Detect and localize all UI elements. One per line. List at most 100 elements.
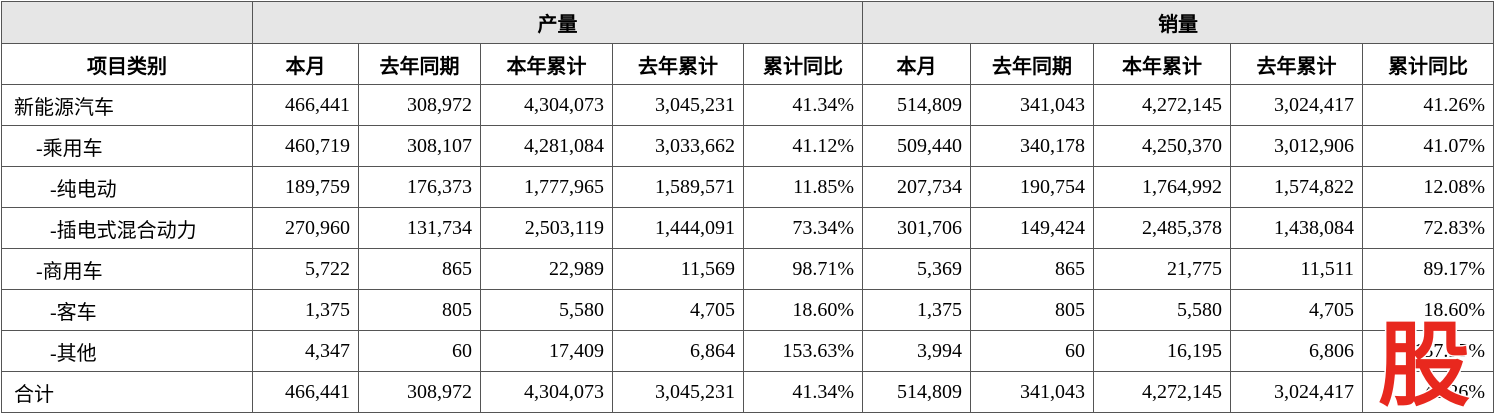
data-cell: 98.71% — [742, 248, 864, 290]
header-cell: 项目类别 — [1, 43, 253, 85]
data-cell: 41.34% — [742, 84, 864, 126]
table-row: 合计 466,441 308,972 4,304,073 3,045,231 41.34%… — [1, 371, 1495, 413]
data-cell: 2,485,378 — [1093, 207, 1232, 249]
data-cell: 17,409 — [480, 330, 613, 372]
data-cell: 3,024,417 — [1230, 371, 1364, 413]
table-row: -客车 1,375 805 5,580 4,705 18.60% 1,375 805 5,580… — [1, 289, 1495, 331]
table-row: -商用车 5,722 865 22,989 11,569 98.71% 5,369 865 21… — [1, 248, 1495, 290]
data-cell: 514,809 — [862, 84, 972, 126]
data-cell: 18.60% — [742, 289, 864, 331]
header-cell: 去年累计 — [612, 43, 744, 85]
data-cell: 341,043 — [970, 84, 1095, 126]
data-cell: 1,444,091 — [612, 207, 744, 249]
row-label: -插电式混合动力 — [1, 207, 253, 249]
data-cell: 1,764,992 — [1093, 166, 1232, 208]
data-cell: 3,012,906 — [1230, 125, 1364, 167]
row-label: 合计 — [1, 371, 253, 413]
data-cell: 4,304,073 — [480, 84, 613, 126]
data-cell: 4,250,370 — [1093, 125, 1232, 167]
data-cell: 6,806 — [1230, 330, 1364, 372]
table-row: 新能源汽车 466,441 308,972 4,304,073 3,045,231 41.… — [1, 84, 1495, 126]
group-header: 销量 — [862, 1, 1495, 44]
data-cell: 189,759 — [252, 166, 359, 208]
watermark: 股 — [1376, 312, 1471, 419]
data-cell: 865 — [970, 248, 1095, 290]
data-cell: 73.34% — [742, 207, 864, 249]
data-cell: 176,373 — [358, 166, 481, 208]
data-cell: 1,574,822 — [1230, 166, 1364, 208]
data-cell: 16,195 — [1093, 330, 1232, 372]
row-label: -乘用车 — [1, 125, 253, 167]
data-cell: 41.26% — [1362, 371, 1495, 413]
data-cell: 190,754 — [970, 166, 1095, 208]
data-cell: 72.83% — [1362, 207, 1495, 249]
data-cell: 41.07% — [1362, 125, 1495, 167]
table-row: -其他 4,347 60 17,409 6,864 153.63% 3,994 60 16,19… — [1, 330, 1495, 372]
data-cell: 805 — [970, 289, 1095, 331]
row-label: 新能源汽车 — [1, 84, 253, 126]
header-cell: 本月 — [862, 43, 972, 85]
data-cell: 207,734 — [862, 166, 972, 208]
header-cell: 累计同比 — [742, 43, 864, 85]
data-cell: 4,272,145 — [1093, 371, 1232, 413]
row-label: -其他 — [1, 330, 253, 372]
data-cell: 308,972 — [358, 84, 481, 126]
data-cell: 4,281,084 — [480, 125, 613, 167]
row-label: -客车 — [1, 289, 253, 331]
group-header: 产量 — [251, 1, 864, 44]
data-cell: 22,989 — [480, 248, 613, 290]
data-cell: 466,441 — [252, 371, 359, 413]
data-cell: 4,304,073 — [480, 371, 613, 413]
data-cell: 4,347 — [252, 330, 359, 372]
row-label: -纯电动 — [1, 166, 253, 208]
header-cell: 去年累计 — [1230, 43, 1364, 85]
data-cell: 308,972 — [358, 371, 481, 413]
data-cell: 4,272,145 — [1093, 84, 1232, 126]
data-cell: 21,775 — [1093, 248, 1232, 290]
row-label: -商用车 — [1, 248, 253, 290]
table-row: -插电式混合动力 270,960 131,734 2,503,119 1,444,091… — [1, 207, 1495, 249]
data-cell: 60 — [358, 330, 481, 372]
data-cell: 865 — [358, 248, 481, 290]
data-cell: 149,424 — [970, 207, 1095, 249]
data-cell: 3,994 — [862, 330, 972, 372]
data-cell: 1,589,571 — [612, 166, 744, 208]
header-cell: 去年同期 — [970, 43, 1095, 85]
header-cell: 本年累计 — [480, 43, 613, 85]
data-cell: 4,705 — [1230, 289, 1364, 331]
table-row: -乘用车 460,719 308,107 4,281,084 3,033,662 41.1… — [1, 125, 1495, 167]
data-cell: 41.34% — [742, 371, 864, 413]
data-cell: 3,033,662 — [612, 125, 744, 167]
data-cell: 5,722 — [252, 248, 359, 290]
data-cell: 12.08% — [1362, 166, 1495, 208]
header-cell: 本年累计 — [1093, 43, 1232, 85]
data-cell: 466,441 — [252, 84, 359, 126]
data-cell: 18.60% — [1362, 289, 1495, 331]
data-cell: 5,580 — [480, 289, 613, 331]
data-cell: 153.63% — [742, 330, 864, 372]
data-cell: 5,369 — [862, 248, 972, 290]
header-blank — [1, 1, 253, 44]
header-cell: 累计同比 — [1362, 43, 1495, 85]
data-cell: 308,107 — [358, 125, 481, 167]
data-cell: 3,045,231 — [612, 371, 744, 413]
data-cell: 340,178 — [970, 125, 1095, 167]
data-cell: 509,440 — [862, 125, 972, 167]
data-cell: 11.85% — [742, 166, 864, 208]
data-cell: 6,864 — [612, 330, 744, 372]
data-cell: 3,045,231 — [612, 84, 744, 126]
data-cell: 1,438,084 — [1230, 207, 1364, 249]
data-cell: 514,809 — [862, 371, 972, 413]
data-cell: 41.26% — [1362, 84, 1495, 126]
data-cell: 5,580 — [1093, 289, 1232, 331]
data-cell: 3,024,417 — [1230, 84, 1364, 126]
data-cell: 89.17% — [1362, 248, 1495, 290]
data-cell: 131,734 — [358, 207, 481, 249]
data-cell: 41.12% — [742, 125, 864, 167]
data-cell: 1,777,965 — [480, 166, 613, 208]
data-cell: 341,043 — [970, 371, 1095, 413]
data-cell: 270,960 — [252, 207, 359, 249]
data-cell: 460,719 — [252, 125, 359, 167]
data-cell: 301,706 — [862, 207, 972, 249]
